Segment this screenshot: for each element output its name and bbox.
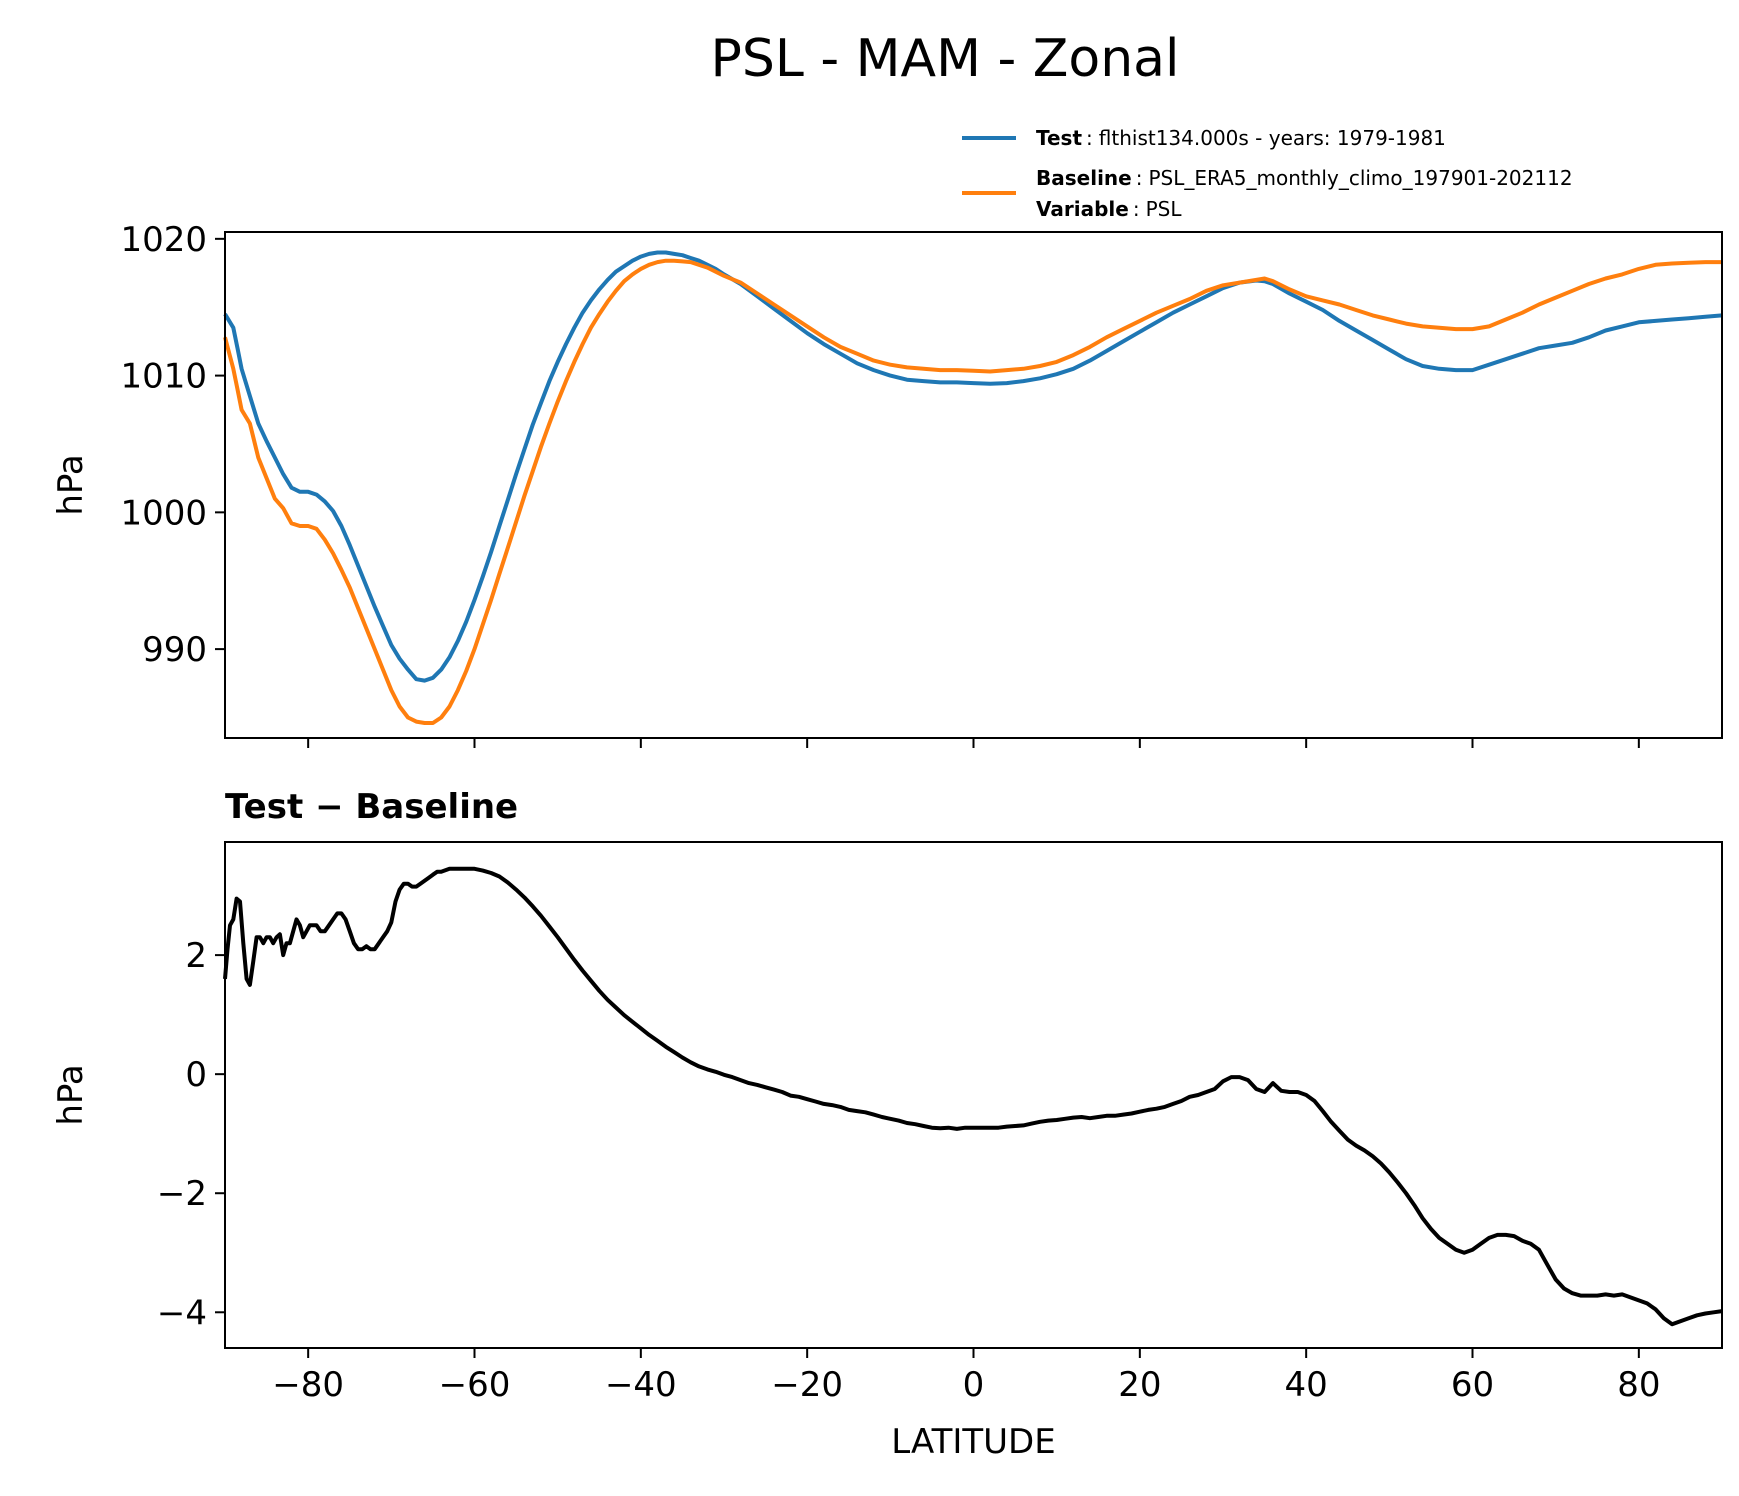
top-axis-ticks: 990 1000 1010 1020	[120, 220, 1640, 748]
top-y-axis-label: hPa	[51, 454, 91, 515]
series-line-baseline	[223, 258, 1722, 725]
legend-test-key: Test	[1036, 126, 1082, 150]
top-axes-frame	[224, 231, 1723, 739]
panel-zonal-mean: 990 1000 1010 1020 hPa	[51, 220, 1723, 748]
series-line-test-baseline	[223, 866, 1723, 1327]
x-tick-label: 0	[963, 1365, 985, 1405]
x-tick-label: −60	[439, 1365, 511, 1405]
difference-title: Test − Baseline	[225, 787, 518, 827]
x-tick-label: 40	[1285, 1365, 1328, 1405]
y-tick-label: 1020	[120, 220, 207, 260]
x-tick-label: −20	[771, 1365, 843, 1405]
x-tick-label: −40	[605, 1365, 677, 1405]
legend-baseline: Baseline: PSL_ERA5_monthly_climo_197901-2…	[1036, 166, 1573, 190]
bottom-series-lines	[223, 866, 1723, 1327]
x-tick-label: 20	[1118, 1365, 1161, 1405]
x-tick-label: 80	[1617, 1365, 1660, 1405]
panel-difference: Test − Baseline −4−202−80 −60 −40 −20 0 20 40 6…	[51, 787, 1723, 1462]
x-tick-label: −80	[272, 1365, 344, 1405]
legend-test-value: flthist134.000s - years: 1979-1981	[1099, 126, 1446, 150]
y-tick-label: −4	[157, 1293, 207, 1333]
legend-variable-key: Variable	[1036, 197, 1129, 221]
bottom-axes-frame	[224, 841, 1723, 1349]
top-series-lines	[223, 250, 1723, 725]
y-tick-label: 1010	[120, 357, 207, 397]
x-axis-label: LATITUDE	[891, 1422, 1055, 1462]
x-tick-label: 60	[1451, 1365, 1494, 1405]
legend-variable-value: PSL	[1146, 197, 1183, 221]
legend-variable: Variable: PSL	[1036, 197, 1182, 221]
bottom-y-axis-label: hPa	[51, 1064, 91, 1125]
y-tick-label: 0	[185, 1055, 207, 1095]
legend: Test: flthist134.000s - years: 1979-1981 …	[962, 126, 1573, 221]
legend-baseline-value: PSL_ERA5_monthly_climo_197901-202112	[1148, 166, 1572, 190]
legend-test: Test: flthist134.000s - years: 1979-1981	[1036, 126, 1446, 150]
y-tick-label: 2	[185, 936, 207, 976]
y-tick-label: 990	[142, 630, 207, 670]
y-tick-label: −2	[157, 1174, 207, 1214]
figure-title: PSL - MAM - Zonal	[711, 29, 1180, 89]
bottom-axis-ticks: −4−202−80 −60 −40 −20 0 20 40 60 80	[157, 936, 1661, 1405]
y-tick-label: 1000	[120, 493, 207, 533]
legend-baseline-key: Baseline	[1036, 166, 1132, 190]
